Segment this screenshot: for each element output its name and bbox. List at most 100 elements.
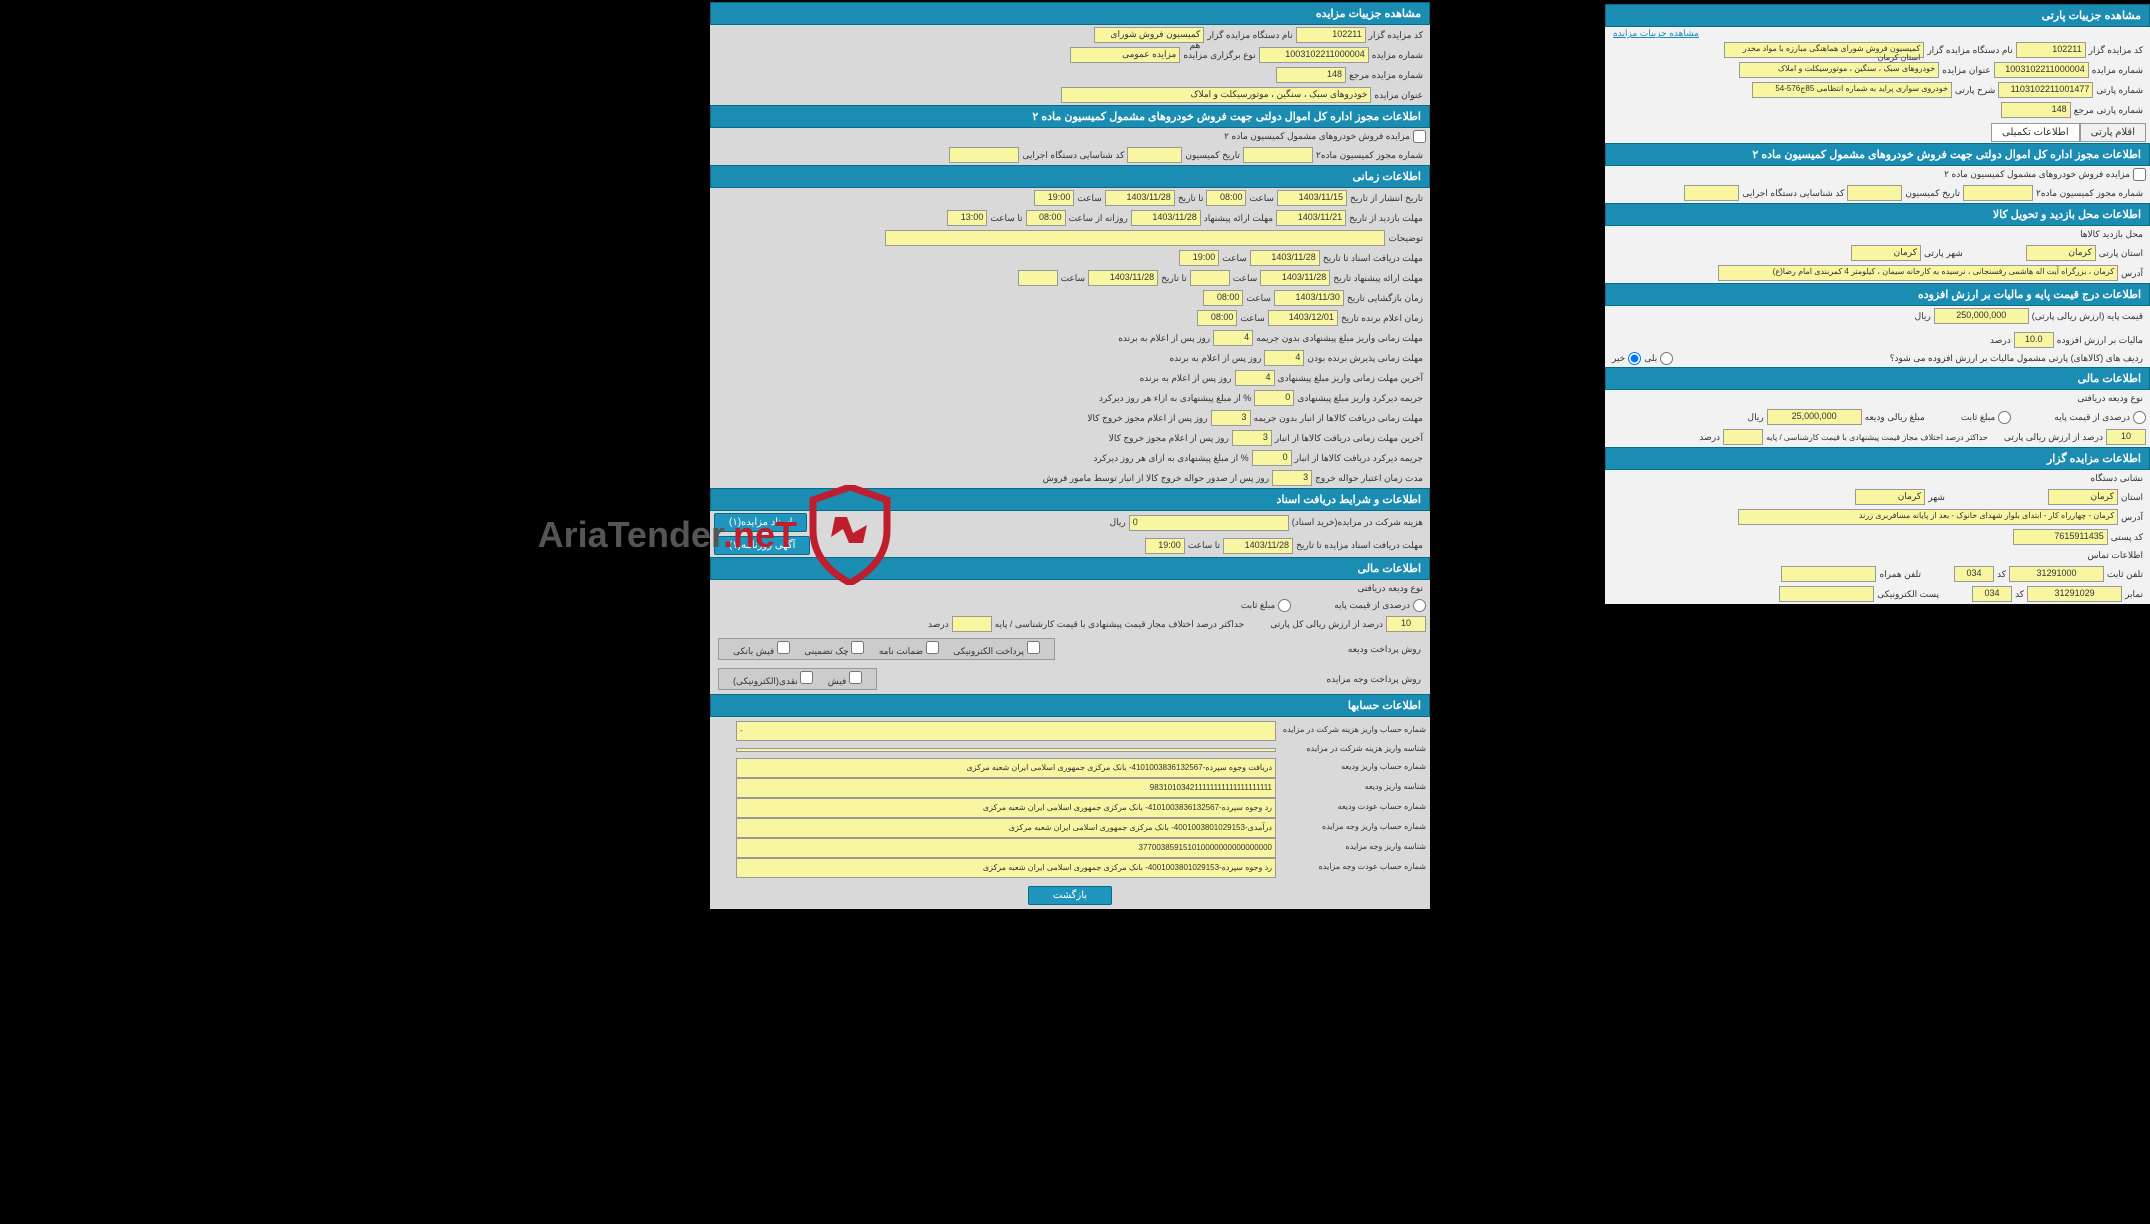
field-seller-prov: کرمان bbox=[2048, 489, 2118, 505]
field-pen2: 0 bbox=[1252, 450, 1292, 466]
radio-fixed-r[interactable] bbox=[1278, 599, 1291, 612]
field-offer-to: 1403/11/28 bbox=[1088, 270, 1158, 286]
label-pen1: جریمه دیرکرد واریز مبلغ پیشنهادی bbox=[1294, 392, 1426, 405]
row-offer-recv: مهلت ارائه پیشنهاد تاریخ 1403/11/28 ساعت… bbox=[710, 268, 1430, 288]
label-acc1: شماره حساب واریز هزینه شرکت در مزایده bbox=[1276, 722, 1426, 738]
label-auc-no-l: شماره مزایده bbox=[2089, 64, 2146, 77]
label-daily-from: روزانه از ساعت bbox=[1066, 212, 1131, 225]
suffix-pen2: % از مبلغ پیشنهادی به ازای هر روز دیرکرد bbox=[1090, 452, 1251, 465]
label-goods2: آخرین مهلت زمانی دریافت کالاها از انبار bbox=[1272, 432, 1426, 445]
check-fish[interactable] bbox=[849, 671, 862, 684]
row-deposit-pay: روش پرداخت ودیعه پرداخت الکترونیکی ضمانت… bbox=[710, 634, 1430, 664]
label-acc8: شماره حساب عودت وجه مزایده bbox=[1276, 859, 1426, 875]
header-party-details: مشاهده جزییات پارتی bbox=[1605, 4, 2150, 27]
label-email: پست الکترونیکی bbox=[1874, 588, 1942, 601]
label-time3: ساعت bbox=[1219, 252, 1250, 265]
label-lic-no: شماره مجوز کمیسیون ماده۲ bbox=[1313, 149, 1426, 162]
tab-party-items[interactable]: اقلام پارتی bbox=[2080, 123, 2146, 142]
label-percent-suffix-r: درصد از ارزش ریالی کل پارتی bbox=[1267, 618, 1386, 631]
check-pay-bank[interactable] bbox=[777, 641, 790, 654]
checkbox-lic-auction[interactable] bbox=[1413, 130, 1426, 143]
label-exec-code: کد شناسایی دستگاه اجرایی bbox=[1019, 149, 1127, 162]
label-code-l: کد مزایده گزار bbox=[2086, 44, 2146, 57]
field-acc1: - bbox=[736, 721, 1276, 741]
label-visit-loc: محل بازدید کالاها bbox=[2077, 228, 2146, 241]
auction-details-panel: مشاهده جزییات مزایده کد مزایده گزار 1022… bbox=[710, 2, 1430, 909]
check-pay-check[interactable] bbox=[851, 641, 864, 654]
label-time5: ساعت bbox=[1058, 272, 1089, 285]
radio-percent-base-r[interactable] bbox=[1413, 599, 1426, 612]
label-max-diff-r: حداکثر درصد اختلاف مجاز قیمت پیشنهادی با… bbox=[992, 618, 1247, 631]
field-doc-dl: 1403/11/28 bbox=[1223, 538, 1293, 554]
row-percent-diff-l: 10 درصد از ارزش ریالی پارتی حداکثر درصد … bbox=[1605, 427, 2150, 447]
label-deposit-amt: مبلغ ریالی ودیعه bbox=[1862, 411, 1928, 424]
label-to-time: تا ساعت bbox=[987, 212, 1025, 225]
radio-no[interactable] bbox=[1628, 352, 1641, 365]
label-base-price: قیمت پایه (ارزش ریالی پارتی) bbox=[2029, 310, 2146, 323]
pay-methods-box: پرداخت الکترونیکی ضمانت نامه چک تضمینی ف… bbox=[718, 638, 1055, 660]
label-pen2: جریمه دیرکرد دریافت کالاها از انبار bbox=[1292, 452, 1426, 465]
field-dl1: 4 bbox=[1213, 330, 1253, 346]
field-max-diff-l bbox=[1723, 429, 1763, 445]
button-return[interactable]: بازگشت bbox=[1028, 886, 1112, 905]
label-yes: بلی bbox=[1641, 352, 1660, 365]
field-comm-date-l bbox=[1847, 185, 1902, 201]
field-acc6: درآمدی-4001003801029153- بانک مرکزی جمهو… bbox=[736, 818, 1276, 838]
label-party-desc: شرح پارتی bbox=[1952, 84, 1998, 97]
field-deposit-amt: 25,000,000 bbox=[1767, 409, 1862, 425]
field-doc-recv: 1403/11/28 bbox=[1250, 250, 1320, 266]
field-ref: 148 bbox=[1276, 67, 1346, 83]
field-exec-l bbox=[1684, 185, 1739, 201]
check-pay-guarantee[interactable] bbox=[926, 641, 939, 654]
link-auction-details[interactable]: مشاهده جزییات مزایده bbox=[1609, 26, 1703, 40]
check-pay-elec[interactable] bbox=[1027, 641, 1040, 654]
label-time4: ساعت bbox=[1230, 272, 1261, 285]
row-postal: کد پستی 7615911435 bbox=[1605, 527, 2150, 547]
label-to-date2: تا تاریخ bbox=[1158, 272, 1190, 285]
radio-fixed-l[interactable] bbox=[1998, 411, 2011, 424]
label-contact: اطلاعات تماس bbox=[2084, 549, 2146, 562]
shield-icon bbox=[805, 485, 895, 585]
field-acc2 bbox=[736, 748, 1276, 752]
header-auction-details: مشاهده جزییات مزایده bbox=[710, 2, 1430, 25]
checkbox-lic-auction-l[interactable] bbox=[2133, 168, 2146, 181]
field-dl3: 4 bbox=[1235, 370, 1275, 386]
field-title: خودروهای سبک ، سنگین ، موتورسیکلت و املا… bbox=[1061, 87, 1371, 103]
label-fixed-r: مبلغ ثابت bbox=[1238, 599, 1278, 612]
row-auc-type: شماره مزایده 1003102211000004 نوع برگزار… bbox=[710, 45, 1430, 65]
row-tel: تلفن ثابت 31291000 کد 034 تلفن همراه bbox=[1605, 564, 2150, 584]
row-open: زمان بازگشایی تاریخ 1403/11/30 ساعت 08:0… bbox=[710, 288, 1430, 308]
label-lic-auction-l: مزایده فروش خودروهای مشمول کمیسیون ماده … bbox=[1941, 168, 2133, 181]
field-notes bbox=[885, 230, 1385, 246]
tab-additional-info[interactable]: اطلاعات تکمیلی bbox=[1991, 123, 2080, 142]
radio-percent-l[interactable] bbox=[2133, 411, 2146, 424]
label-comm-date-l: تاریخ کمیسیون bbox=[1902, 187, 1963, 200]
field-seller-city: کرمان bbox=[1855, 489, 1925, 505]
row-doc-recv: مهلت دریافت اسناد تا تاریخ 1403/11/28 سا… bbox=[710, 248, 1430, 268]
field-mobile bbox=[1781, 566, 1876, 582]
row-ref: شماره مزایده مرجع 148 bbox=[710, 65, 1430, 85]
header-accounts: اطلاعات حسابها bbox=[710, 694, 1430, 717]
check-cash-elec[interactable] bbox=[800, 671, 813, 684]
label-org-l: نام دستگاه مزایده گزار bbox=[1924, 44, 2015, 57]
radio-yes[interactable] bbox=[1660, 352, 1673, 365]
watermark-logo: AriaTender.neT bbox=[555, 475, 895, 595]
field-pen1: 0 bbox=[1254, 390, 1294, 406]
label-doc-dl: مهلت دریافت اسناد مزایده تا تاریخ bbox=[1293, 539, 1426, 552]
label-seller-prov: استان bbox=[2118, 491, 2146, 504]
row-deposit-type-l: نوع ودیعه دریافتی bbox=[1605, 390, 2150, 407]
label-seller-city: شهر bbox=[1925, 491, 1948, 504]
label-org: نام دستگاه مزایده گزار bbox=[1204, 29, 1295, 42]
label-to-time2: تا ساعت bbox=[1185, 539, 1223, 552]
field-doc-dl-time: 19:00 bbox=[1145, 538, 1185, 554]
field-goods2: 3 bbox=[1232, 430, 1272, 446]
label-transfer: مدت زمان اعتبار حواله خروج bbox=[1312, 472, 1426, 485]
label-time2: ساعت bbox=[1074, 192, 1105, 205]
label-code: کد مزایده گزار bbox=[1366, 29, 1426, 42]
field-pub-to-time: 19:00 bbox=[1034, 190, 1074, 206]
label-code-word2: کد bbox=[2012, 588, 2027, 601]
row-visit-loc: محل بازدید کالاها bbox=[1605, 226, 2150, 243]
field-visit-from: 1403/11/21 bbox=[1276, 210, 1346, 226]
label-vat: مالیات بر ارزش افزوده bbox=[2054, 334, 2146, 347]
field-party-address: کرمان ، بزرگراه آیت اله هاشمی رفسنجانی ،… bbox=[1718, 265, 2118, 281]
